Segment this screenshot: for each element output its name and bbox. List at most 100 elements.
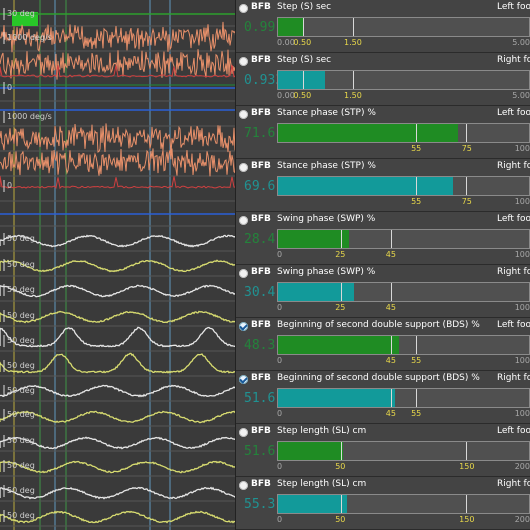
scale-tick-label: 0.50 [293, 91, 312, 100]
threshold-mark [341, 495, 342, 513]
red-signal-trace [0, 64, 236, 78]
threshold-mark [341, 283, 342, 301]
progress-track [277, 441, 530, 461]
threshold-mark [341, 230, 342, 248]
parameter-panel: BFB Step length (SL) cm Right foot 55.30 50 1… [236, 477, 530, 530]
threshold-mark [466, 124, 467, 142]
scale-tick-label: 55 [411, 197, 422, 206]
scale-tick-label: 55 [411, 356, 422, 365]
progress-track [277, 176, 530, 196]
scale-tick-label: 25 [335, 250, 346, 259]
bfb-label: BFB [251, 214, 271, 224]
angle-signal-trace [0, 384, 236, 398]
foot-side-label: Left foot [497, 426, 530, 436]
scale-tick-label: 100 [514, 250, 530, 259]
scale-tick-label: 55 [411, 409, 422, 418]
signal-plots-canvas: 30 deg 1000 deg/s 1000 deg/s 0 0 50 deg 50 deg… [0, 0, 236, 530]
scale-tick-label: 100 [514, 409, 530, 418]
parameter-value: 69.6 [244, 179, 276, 194]
range-label: 50 deg [7, 436, 35, 445]
parameter-value: 0.933 [244, 73, 284, 88]
progress-fill [278, 71, 325, 89]
threshold-mark [416, 336, 417, 354]
threshold-mark [391, 389, 392, 407]
threshold-mark [303, 71, 304, 89]
bfb-toggle[interactable] [239, 322, 248, 331]
foot-side-label: Left foot [497, 214, 530, 224]
signal-plots-area[interactable]: 30 deg 1000 deg/s 1000 deg/s 0 0 50 deg 50 deg… [0, 0, 236, 530]
bfb-toggle[interactable] [239, 269, 248, 278]
bfb-toggle[interactable] [239, 163, 248, 172]
scale-tick-label: 1.50 [343, 91, 362, 100]
parameter-value: 48.3 [244, 338, 276, 353]
angle-signal-trace [0, 510, 236, 524]
foot-side-label: Left foot [497, 320, 530, 330]
bfb-label: BFB [251, 108, 271, 118]
red-signal-trace [0, 176, 236, 189]
scale-tick-label: 75 [461, 197, 472, 206]
bfb-label: BFB [251, 161, 271, 171]
progress-fill [278, 283, 354, 301]
bfb-label: BFB [251, 426, 271, 436]
parameter-value: 30.4 [244, 285, 276, 300]
scale-tick-label: 100 [514, 356, 530, 365]
parameter-panel: BFB Step length (SL) cm Left foot 51.60 50 15… [236, 424, 530, 477]
parameter-value: 51.6 [244, 391, 276, 406]
threshold-mark [391, 230, 392, 248]
parameter-title: Step (S) sec [277, 55, 332, 65]
threshold-mark [391, 283, 392, 301]
parameter-title: Stance phase (STP) % [277, 108, 376, 118]
orange-signal-trace [0, 147, 236, 177]
progress-fill [278, 336, 399, 354]
scale-tick-label: 0.00 [277, 91, 295, 100]
threshold-mark [353, 18, 354, 36]
parameter-title: Step length (SL) cm [277, 479, 367, 489]
bfb-toggle[interactable] [239, 481, 248, 490]
progress-track [277, 282, 530, 302]
scale-tick-label: 0 [277, 303, 283, 312]
scale-tick-label: 200 [514, 462, 530, 471]
range-label: 50 deg [7, 386, 35, 395]
angle-signal-trace [0, 326, 236, 348]
parameter-panel: BFB Beginning of second double support (B… [236, 371, 530, 424]
bfb-label: BFB [251, 320, 271, 330]
bfb-toggle[interactable] [239, 110, 248, 119]
foot-side-label: Right foot [497, 479, 530, 489]
progress-track [277, 123, 530, 143]
angle-signal-trace [0, 310, 236, 324]
progress-fill [278, 18, 303, 36]
divider [235, 0, 236, 530]
angle-signal-trace [0, 284, 236, 298]
range-label: 30 deg [7, 9, 35, 18]
angle-signal-trace [0, 436, 236, 450]
parameter-title: Beginning of second double support (BDS)… [277, 373, 480, 383]
progress-track [277, 494, 530, 514]
progress-fill [278, 389, 395, 407]
scale-tick-label: 55 [411, 144, 422, 153]
range-label: 50 deg [7, 486, 35, 495]
range-label: 1000 deg/s [7, 112, 52, 121]
bfb-toggle[interactable] [239, 375, 248, 384]
bfb-toggle[interactable] [239, 57, 248, 66]
scale-tick-label: 100 [514, 303, 530, 312]
scale-tick-label: 50 [335, 462, 346, 471]
scale-tick-label: 0 [277, 462, 283, 471]
scale-tick-label: 25 [335, 303, 346, 312]
progress-track [277, 229, 530, 249]
parameter-panel: BFB Swing phase (SWP) % Left foot 28.40 25 45… [236, 212, 530, 265]
parameter-panel: BFB Swing phase (SWP) % Right foot 30.40 25 4… [236, 265, 530, 318]
bfb-toggle[interactable] [239, 4, 248, 13]
threshold-mark [466, 177, 467, 195]
parameter-value: 55.3 [244, 497, 276, 512]
range-label: 50 deg [7, 511, 35, 520]
orange-signal-trace [0, 49, 236, 80]
bfb-label: BFB [251, 2, 271, 12]
foot-side-label: Right foot [497, 267, 530, 277]
parameter-value: 0.991 [244, 20, 284, 35]
bfb-toggle[interactable] [239, 216, 248, 225]
angle-signal-trace [0, 259, 236, 273]
parameter-value: 28.4 [244, 232, 276, 247]
parameter-title: Step (S) sec [277, 2, 332, 12]
bfb-toggle[interactable] [239, 428, 248, 437]
foot-side-label: Right foot [497, 373, 530, 383]
